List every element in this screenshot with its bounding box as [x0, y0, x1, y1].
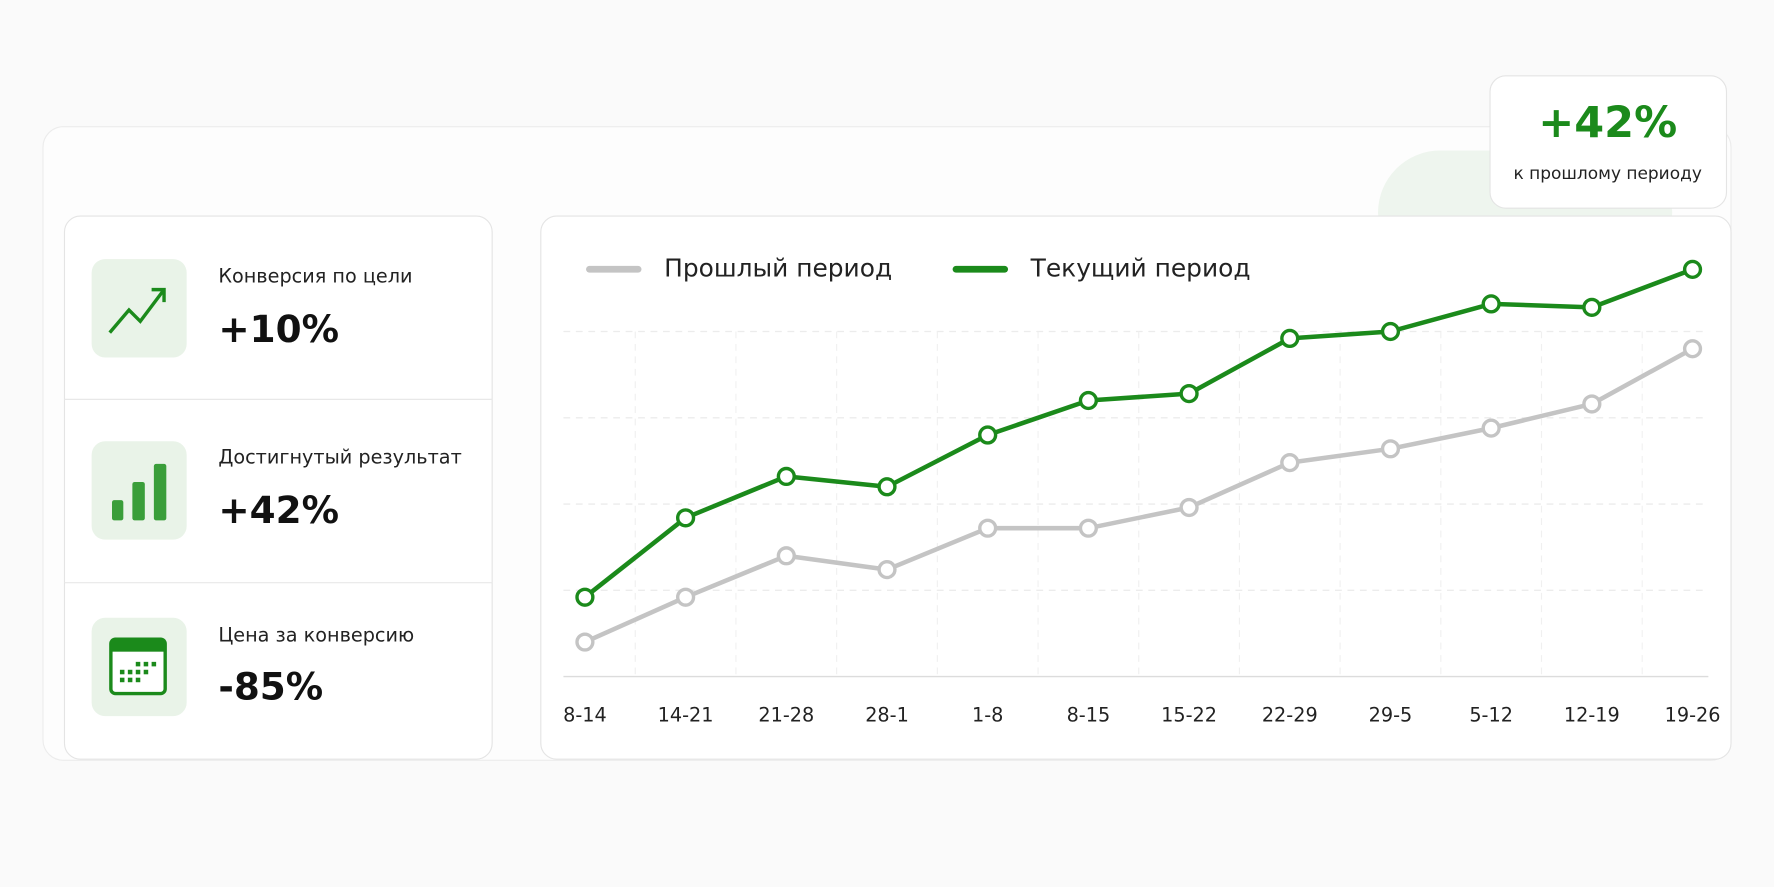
trend-icon: [108, 288, 166, 334]
icon-bg: [91, 259, 187, 358]
data-point: [1380, 321, 1401, 342]
x-tick-label: 19-26: [1665, 704, 1721, 727]
data-point: [978, 425, 998, 445]
data-point: [1179, 383, 1199, 404]
x-tick-label: 5-12: [1469, 704, 1513, 727]
x-tick-label: 15-22: [1161, 704, 1217, 727]
data-point: [1078, 390, 1099, 411]
legend-label: Прошлый период: [664, 253, 892, 282]
badge-caption: к прошлому периоду: [1514, 164, 1702, 184]
x-tick-label: 12-19: [1564, 704, 1620, 727]
data-point: [877, 559, 897, 580]
data-point: [776, 546, 796, 566]
data-point: [1481, 418, 1501, 438]
x-tick-label: 28-1: [865, 704, 909, 727]
x-tick-label: 14-21: [658, 704, 714, 727]
bars-icon: [153, 463, 167, 521]
bars-icon: [132, 481, 145, 521]
data-point: [1582, 297, 1602, 317]
series-line: [584, 346, 1694, 645]
series-line: [583, 267, 1694, 599]
data-point: [1078, 518, 1099, 538]
data-point: [1682, 259, 1703, 279]
data-point: [575, 587, 595, 607]
data-point: [675, 508, 696, 528]
calendar-dots: [119, 661, 157, 683]
data-point: [877, 477, 897, 497]
badge-card: [1489, 75, 1728, 209]
metric-label: Конверсия по цели: [218, 265, 412, 288]
data-point: [1582, 394, 1602, 414]
metric-label: Достигнутый результат: [218, 446, 461, 469]
metric-value: +10%: [218, 307, 339, 351]
metric-value: +42%: [218, 488, 339, 532]
legend-label: Текущий период: [1030, 253, 1251, 282]
badge-value: +42%: [1538, 98, 1677, 148]
data-point: [675, 587, 696, 607]
bars-icon: [112, 500, 124, 521]
calendar-icon-top: [110, 639, 166, 652]
data-point: [978, 518, 998, 538]
data-point: [1682, 339, 1703, 359]
data-point: [1179, 497, 1199, 518]
data-point: [1481, 294, 1501, 314]
metric-label: Цена за конверсию: [218, 623, 414, 646]
x-tick-label: 21-28: [758, 704, 814, 727]
data-point: [776, 466, 796, 487]
data-point: [1280, 453, 1300, 473]
x-tick-label: 29-5: [1369, 704, 1413, 727]
chart-card: [540, 215, 1732, 760]
chart: 8-14 14-21 21-28 28-1 1-8 8-15 15-22 22-29 29-5 5…: [563, 253, 1720, 726]
data-point: [575, 632, 595, 652]
data-point: [1280, 328, 1300, 349]
trend-icon-arrow: [151, 287, 166, 303]
metric-value: -85%: [218, 665, 323, 709]
x-tick-label: 1-8: [972, 704, 1003, 727]
x-tick-label: 8-14: [563, 704, 607, 727]
x-tick-label: 22-29: [1262, 704, 1318, 727]
data-point: [1380, 439, 1401, 459]
x-tick-label: 8-15: [1067, 704, 1111, 727]
